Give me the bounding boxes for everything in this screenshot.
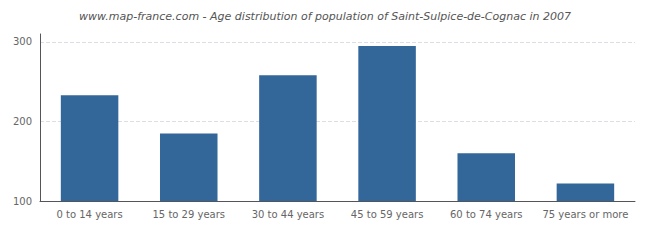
svg-text:45 to 59 years: 45 to 59 years xyxy=(351,209,424,220)
svg-text:100: 100 xyxy=(13,196,32,207)
svg-text:0 to 14 years: 0 to 14 years xyxy=(56,209,122,220)
svg-text:200: 200 xyxy=(13,116,32,127)
svg-text:15 to 29 years: 15 to 29 years xyxy=(152,209,225,220)
svg-text:60 to 74 years: 60 to 74 years xyxy=(450,209,523,220)
svg-text:www.map-france.com - Age distr: www.map-france.com - Age distribution of… xyxy=(79,10,571,23)
svg-text:300: 300 xyxy=(13,36,32,47)
svg-text:75 years or more: 75 years or more xyxy=(542,209,628,220)
svg-text:30 to 44 years: 30 to 44 years xyxy=(252,209,325,220)
